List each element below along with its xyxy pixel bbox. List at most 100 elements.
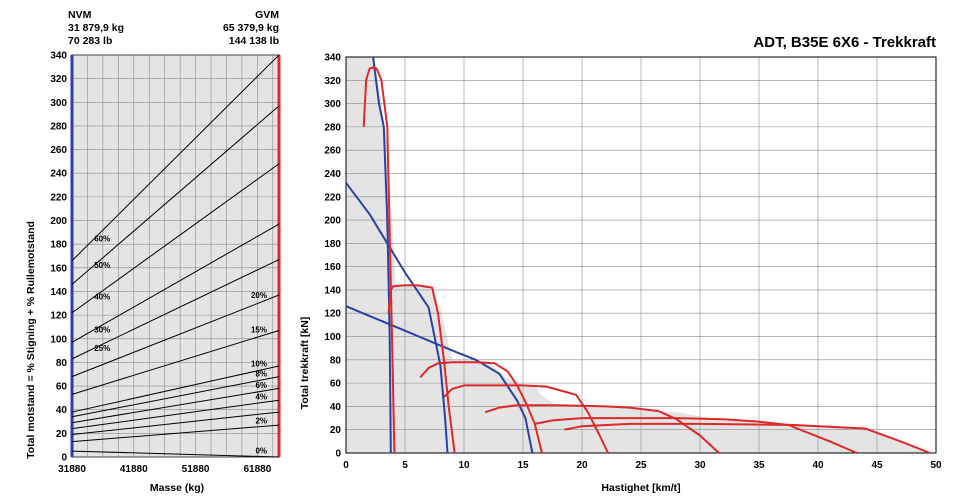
right-x-tick-label: 25 [635, 460, 647, 471]
grade-label: 60% [94, 235, 110, 244]
grade-label: 20% [251, 291, 267, 300]
grade-label: 50% [94, 261, 110, 270]
left-y-tick-label: 0 [61, 453, 67, 464]
right-y-tick-label: 40 [330, 402, 342, 413]
left-y-tick-label: 80 [56, 358, 68, 369]
grade-line [71, 294, 280, 378]
nvm-label: NVM [68, 9, 92, 21]
grade-line [71, 330, 280, 395]
right-plot-frame [345, 56, 937, 454]
right-x-tick-label: 15 [517, 460, 529, 471]
left-x-axis-title: Masse (kg) [150, 482, 204, 494]
grade-label: 40% [94, 293, 110, 302]
grade-line [71, 163, 280, 314]
left-x-tick-label: 41880 [120, 464, 148, 475]
left-y-tick-label: 140 [50, 287, 67, 298]
left-y-tick-label: 240 [50, 169, 67, 180]
right-y-tick-label: 80 [330, 355, 342, 366]
right-y-tick-label: 200 [324, 216, 341, 227]
right-x-tick-label: 35 [753, 460, 765, 471]
grade-line [71, 424, 280, 443]
grade-line [71, 105, 280, 285]
right-y-tick-label: 20 [330, 425, 342, 436]
left-x-tick-label: 61880 [243, 464, 271, 475]
grade-line [71, 54, 280, 262]
right-y-tick-label: 120 [324, 309, 341, 320]
nvm-kg: 31 879,9 kg [68, 22, 124, 34]
right-x-tick-label: 0 [343, 460, 349, 471]
left-y-tick-label: 200 [50, 216, 67, 227]
right-x-tick-label: 45 [871, 460, 883, 471]
left-y-tick-label: 280 [50, 121, 67, 132]
grade-label: 6% [255, 381, 267, 390]
left-y-tick-label: 260 [50, 145, 67, 156]
right-y-tick-label: 0 [335, 449, 341, 460]
grade-line [71, 376, 280, 418]
gear-traction-curve [443, 384, 609, 454]
right-x-tick-label: 5 [402, 460, 408, 471]
grade-line [71, 399, 280, 430]
traction-envelope-area [346, 57, 931, 453]
right-x-tick-label: 30 [694, 460, 706, 471]
right-x-tick-label: 20 [576, 460, 588, 471]
right-y-tick-label: 180 [324, 239, 341, 250]
right-y-tick-label: 260 [324, 146, 341, 157]
right-y-tick-label: 100 [324, 332, 341, 343]
grade-label: 10% [251, 359, 267, 368]
left-y-tick-label: 300 [50, 98, 67, 109]
left-x-tick-label: 31880 [58, 464, 86, 475]
gear-traction-curve [362, 66, 396, 454]
right-x-tick-label: 10 [458, 460, 470, 471]
left-y-tick-label: 20 [56, 429, 68, 440]
gvm-kg: 65 379,9 kg [223, 22, 279, 34]
left-y-tick-label: 160 [50, 263, 67, 274]
right-y-tick-label: 240 [324, 169, 341, 180]
left-plot-area [71, 54, 280, 458]
grade-label: 30% [94, 326, 110, 335]
left-y-tick-label: 220 [50, 192, 67, 203]
grade-line [71, 365, 280, 413]
tractive-force-panel: 0204060801001201401601802002202402602803… [324, 53, 942, 472]
nvm-lb: 70 283 lb [68, 35, 112, 47]
left-y-tick-label: 180 [50, 240, 67, 251]
resistance-curve [345, 305, 534, 454]
left-y-tick-label: 340 [50, 51, 67, 62]
grade-resistance-panel: 0 20 40 60 80 100 120 140 160 180 200 220 240 260 280 3… [50, 51, 281, 475]
gvm-label: GVM [255, 9, 279, 21]
right-y-tick-label: 320 [324, 76, 341, 87]
right-y-tick-label: 160 [324, 262, 341, 273]
right-y-tick-label: 340 [324, 53, 341, 64]
grade-label: 0% [255, 447, 267, 456]
left-y-axis-title: Total motstand = % Stigning + % Rullemot… [25, 221, 37, 459]
right-x-tick-label: 40 [812, 460, 824, 471]
gear-traction-curve [484, 404, 720, 454]
gear-traction-curve [387, 284, 456, 454]
grade-line [71, 450, 280, 458]
grade-label: 15% [251, 325, 267, 334]
right-y-tick-label: 220 [324, 192, 341, 203]
resistance-curve [372, 56, 392, 454]
chart-title: ADT, B35E 6X6 - Trekkraft [753, 34, 936, 51]
left-y-tick-label: 120 [50, 311, 67, 322]
grade-label: 25% [94, 344, 110, 353]
right-y-tick-label: 60 [330, 379, 342, 390]
resistance-curve [345, 182, 449, 454]
grade-line [71, 259, 280, 360]
left-y-tick-label: 40 [56, 405, 68, 416]
gear-traction-curve [419, 361, 543, 454]
grade-label: 4% [255, 392, 267, 401]
grade-label: 8% [255, 370, 267, 379]
grade-line [71, 411, 280, 436]
right-y-tick-label: 300 [324, 99, 341, 110]
right-y-tick-label: 140 [324, 285, 341, 296]
right-x-axis-title: Hastighet [km/t] [601, 482, 680, 494]
grade-label: 2% [255, 416, 267, 425]
grade-line [71, 223, 280, 343]
right-x-tick-label: 50 [930, 460, 942, 471]
gear-traction-curve [534, 417, 858, 454]
left-y-tick-label: 100 [50, 334, 67, 345]
left-y-tick-label: 60 [56, 382, 68, 393]
right-y-axis-title: Total trekkraft [kN] [299, 317, 311, 410]
left-y-tick-label: 320 [50, 74, 67, 85]
